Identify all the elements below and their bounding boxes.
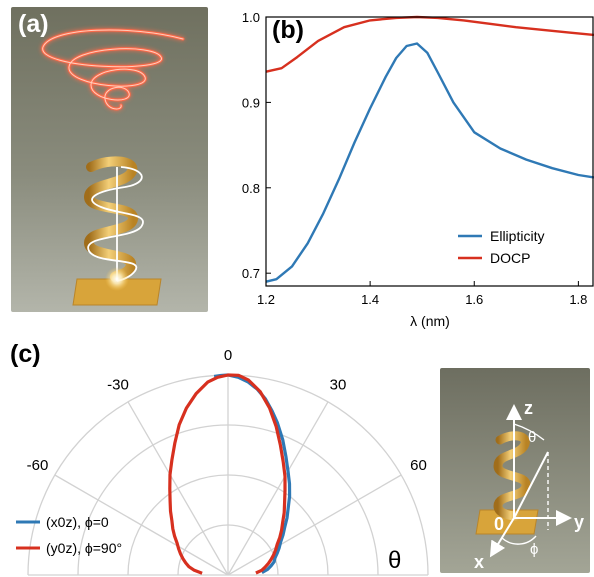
panel-b-axes-frame <box>265 16 594 287</box>
panel-b-x-axis-label: λ (nm) <box>410 313 450 329</box>
coordinate-inset-illustration: z y x 0 θ ϕ <box>440 368 590 573</box>
inset-x-label: x <box>474 552 484 572</box>
coordinate-inset-image: z y x 0 θ ϕ <box>440 368 590 573</box>
panel-c-angle-label: θ <box>388 547 401 574</box>
panel-c-label: (c) <box>10 340 41 368</box>
panel-b-legend-label-docp: DOCP <box>490 250 530 266</box>
panel-c-theta-tick-label: 30 <box>330 377 347 394</box>
inset-direction-vector <box>513 451 549 519</box>
inset-phi-label: ϕ <box>530 541 538 558</box>
panel-a-illustration <box>11 7 208 312</box>
inset-y-label: y <box>574 512 584 532</box>
panel-b-x-tick-label: 1.8 <box>569 292 587 307</box>
panel-c-angular-gridline <box>54 474 229 576</box>
panel-b-x-tick-label: 1.6 <box>465 292 483 307</box>
panel-b-x-tick-label: 1.4 <box>361 292 379 307</box>
panel-c-theta-tick-label: -60 <box>27 457 49 474</box>
inset-origin-label: 0 <box>494 514 504 534</box>
panel-b-x-tick-label: 1.2 <box>257 292 275 307</box>
panel-b-legend: Ellipticity DOCP <box>458 228 544 266</box>
panel-c-theta-tick-label: -30 <box>107 377 129 394</box>
panel-b-series-docp <box>265 15 594 73</box>
panel-b-y-tick-label: 0.8 <box>242 181 260 196</box>
panel-c-polar-chart: -60 -30 0 30 60 (x0z), ϕ=0 (y0z), ϕ=90° θ <box>16 347 429 576</box>
panel-b-series-ellipticity <box>265 42 594 283</box>
inset-theta-label: θ <box>528 429 536 446</box>
gold-substrate <box>72 278 162 306</box>
white-field-line <box>87 166 144 282</box>
panel-c-legend-label-y0z-90: (y0z), ϕ=90° <box>46 540 122 556</box>
panel-c-angular-gridline <box>127 401 229 576</box>
panel-c-angular-gridline <box>227 401 329 576</box>
panel-b-legend-label-ellipticity: Ellipticity <box>490 228 544 244</box>
panel-c-series-y0z-90 <box>168 373 287 575</box>
source-spark <box>105 267 129 291</box>
panel-b-label: (b) <box>272 16 304 44</box>
panel-c-legend: (x0z), ϕ=0 (y0z), ϕ=90° <box>16 514 122 556</box>
inset-x-axis <box>489 517 515 558</box>
panel-a-image <box>11 7 208 312</box>
inset-z-label: z <box>524 398 533 418</box>
panel-b-y-tick-label: 0.9 <box>242 95 260 110</box>
panel-b-y-tick-label: 1.0 <box>242 10 260 25</box>
panel-c-theta-tick-label: 60 <box>410 457 427 474</box>
inset-theta-arc <box>513 423 545 441</box>
panel-b-y-tick-label: 0.7 <box>242 266 260 281</box>
panel-c-theta-tick-label: 0 <box>224 347 232 364</box>
panel-a-label: (a) <box>18 10 49 38</box>
inset-gold-helix <box>493 431 531 521</box>
panel-b-chart: 1.2 1.4 1.6 1.8 0.7 0.8 0.9 1.0 λ (nm) Ellipti… <box>242 10 594 329</box>
panel-c-legend-label-x0z-0: (x0z), ϕ=0 <box>46 514 109 530</box>
inset-phi-arc <box>501 535 537 545</box>
gold-helix <box>83 156 138 282</box>
panel-c-angular-gridline <box>227 474 402 576</box>
